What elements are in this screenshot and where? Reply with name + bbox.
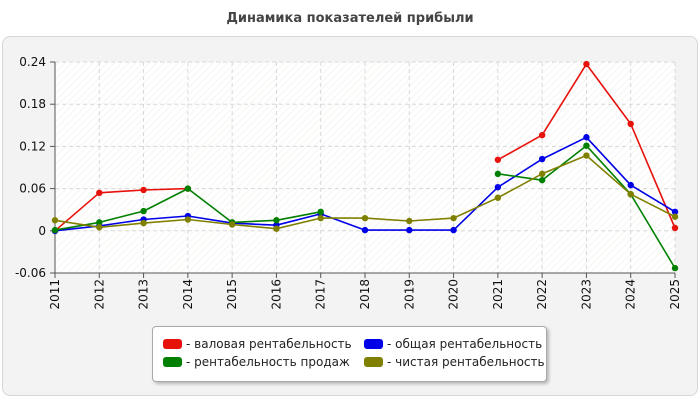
data-point-3 xyxy=(273,225,280,232)
legend-item-net: - чистая рентабельность xyxy=(364,355,545,369)
data-point-2 xyxy=(583,142,590,149)
x-tick-label: 2014 xyxy=(181,279,195,310)
legend-item-gross: - валовая рентабельность xyxy=(163,337,352,351)
gridlines xyxy=(55,61,676,273)
data-point-3 xyxy=(538,170,546,178)
y-tick-label: 0 xyxy=(38,224,46,238)
data-point-3 xyxy=(317,214,324,222)
data-point-1 xyxy=(494,183,502,191)
legend: - валовая рентабельность - общая рентабе… xyxy=(152,326,547,382)
data-point-3 xyxy=(406,217,413,225)
series-line-0 xyxy=(54,187,188,232)
legend-label-total: - общая рентабельность xyxy=(387,337,543,351)
data-point-0 xyxy=(538,131,546,139)
x-tick-label: 2025 xyxy=(668,279,682,310)
legend-swatch-sales xyxy=(163,357,182,367)
y-tick-label: 0.24 xyxy=(19,55,46,69)
data-point-0 xyxy=(140,186,147,194)
data-point-3 xyxy=(671,213,679,220)
data-point-3 xyxy=(627,191,634,198)
x-tick-label: 2013 xyxy=(137,279,151,310)
data-point-3 xyxy=(361,214,369,222)
data-point-3 xyxy=(51,217,59,224)
y-tick-label: 0.12 xyxy=(19,139,46,153)
data-point-2 xyxy=(273,217,280,224)
data-point-0 xyxy=(583,60,590,68)
data-point-0 xyxy=(671,224,679,232)
legend-swatch-net xyxy=(364,357,383,367)
data-point-1 xyxy=(406,226,413,234)
data-point-3 xyxy=(228,221,236,228)
data-point-2 xyxy=(184,185,192,192)
data-point-3 xyxy=(583,152,590,159)
x-tick-label: 2016 xyxy=(269,279,283,310)
data-point-0 xyxy=(494,156,502,163)
y-tick-label: -0.06 xyxy=(15,266,46,280)
legend-item-sales: - рентабельность продаж xyxy=(163,355,350,369)
data-point-1 xyxy=(627,181,634,189)
legend-swatch-gross xyxy=(163,339,182,349)
data-point-1 xyxy=(450,226,457,234)
data-point-0 xyxy=(96,189,103,197)
data-point-3 xyxy=(450,214,457,222)
chart-title: Динамика показателей прибыли xyxy=(226,11,474,26)
data-point-2 xyxy=(96,219,103,226)
axes xyxy=(50,61,676,278)
x-tick-label: 2017 xyxy=(314,279,328,310)
data-point-2 xyxy=(494,170,502,178)
series-lines xyxy=(51,60,679,272)
data-point-2 xyxy=(51,226,59,234)
x-tick-label: 2021 xyxy=(491,279,505,310)
data-point-1 xyxy=(538,155,546,163)
x-tick-labels: 2011 2012 2013 2014 2015 2016 2017 2018 2019 2020… xyxy=(48,279,682,310)
y-tick-label: 0.06 xyxy=(19,182,46,196)
legend-swatch-total xyxy=(364,339,383,349)
x-tick-label: 2019 xyxy=(402,279,416,310)
data-point-2 xyxy=(317,208,324,216)
data-point-3 xyxy=(494,194,502,201)
data-point-2 xyxy=(140,207,147,215)
x-tick-label: 2022 xyxy=(535,279,549,310)
x-tick-label: 2011 xyxy=(48,279,62,310)
y-tick-labels: -0.06 0 0.06 0.12 0.18 0.24 xyxy=(15,55,46,280)
data-point-2 xyxy=(671,264,679,272)
x-tick-label: 2018 xyxy=(358,279,372,310)
data-point-1 xyxy=(361,226,369,234)
legend-label-net: - чистая рентабельность xyxy=(387,355,545,369)
x-tick-label: 2015 xyxy=(225,279,239,310)
x-tick-label: 2023 xyxy=(579,279,593,310)
data-point-1 xyxy=(671,208,679,216)
data-point-3 xyxy=(96,224,103,231)
data-point-3 xyxy=(184,216,192,223)
legend-label-gross: - валовая рентабельность xyxy=(186,337,352,351)
x-tick-label: 2020 xyxy=(447,279,461,310)
legend-item-total: - общая рентабельность xyxy=(364,337,542,351)
y-tick-label: 0.18 xyxy=(19,97,46,111)
legend-label-sales: - рентабельность продаж xyxy=(186,355,350,369)
data-point-0 xyxy=(627,120,634,128)
data-point-2 xyxy=(538,176,546,184)
data-point-3 xyxy=(140,219,147,227)
data-point-1 xyxy=(583,134,590,141)
x-tick-label: 2024 xyxy=(624,279,638,310)
x-tick-label: 2012 xyxy=(92,279,106,310)
